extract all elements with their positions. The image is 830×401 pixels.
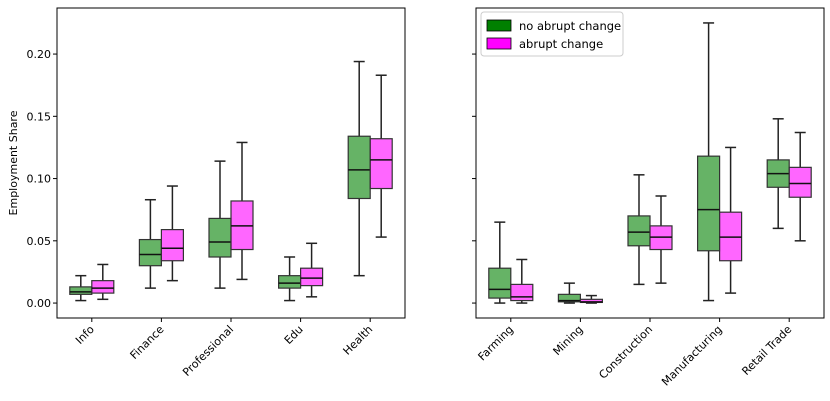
box-body — [488, 267, 512, 299]
box-body — [208, 217, 232, 258]
box-body — [627, 215, 651, 247]
legend-label-abrupt-change: abrupt change — [519, 37, 603, 51]
box-body — [91, 280, 115, 294]
x-tick-label-edu: Edu — [282, 323, 306, 347]
box-body — [278, 275, 302, 289]
box-no-abrupt-construction — [627, 174, 651, 286]
x-tick-label-health: Health — [341, 323, 376, 358]
y-tick-label: 0.20 — [27, 48, 52, 61]
box-abrupt-retail-trade — [788, 131, 812, 242]
box-body — [788, 166, 812, 198]
x-tick-label-farming: Farming — [476, 323, 516, 363]
legend: no abrupt change abrupt change — [480, 11, 624, 57]
y-tick-label: 0.05 — [27, 235, 52, 248]
box-no-abrupt-mining — [557, 282, 582, 304]
box-abrupt-finance — [160, 185, 184, 282]
box-no-abrupt-manufacturing — [696, 22, 721, 302]
x-tick-label-construction: Construction — [596, 323, 655, 382]
y-tick-label: 0.15 — [27, 110, 52, 123]
box-body — [510, 283, 534, 302]
x-tick-label-finance: Finance — [128, 323, 167, 362]
box-abrupt-mining — [579, 294, 604, 304]
box-body — [138, 238, 162, 267]
box-no-abrupt-farming — [488, 221, 512, 304]
x-tick-label-manufacturing: Manufacturing — [659, 323, 725, 389]
box-body — [300, 267, 324, 287]
box-body — [696, 155, 721, 252]
box-no-abrupt-edu — [278, 256, 302, 302]
legend-frame — [480, 11, 624, 57]
box-abrupt-info — [91, 263, 115, 301]
box-body — [557, 293, 582, 303]
box-abrupt-health — [369, 74, 393, 238]
legend-label-no-abrupt-change: no abrupt change — [519, 19, 621, 33]
y-tick-label: 0.00 — [27, 297, 52, 310]
box-no-abrupt-professional — [208, 160, 232, 289]
box-body — [69, 286, 93, 295]
x-tick-label-mining: Mining — [550, 323, 585, 358]
y-axis-label: Employment Share — [7, 110, 20, 215]
left-panel: 0.00 0.05 0.10 0.15 0.20 Info Finance Professio… — [27, 7, 406, 379]
box-body — [347, 135, 371, 200]
box-no-abrupt-retail-trade — [766, 118, 790, 230]
legend-swatch — [486, 19, 512, 32]
box-no-abrupt-health — [347, 60, 371, 277]
x-tick-label-professional: Professional — [180, 323, 236, 379]
right-panel: Farming Mining Construction Manufacturing Re… — [472, 7, 825, 389]
box-abrupt-edu — [300, 242, 324, 298]
box-no-abrupt-finance — [138, 198, 162, 289]
box-abrupt-professional — [230, 141, 254, 281]
x-tick-label-info: Info — [73, 323, 97, 347]
y-tick-label: 0.10 — [27, 173, 52, 186]
box-abrupt-farming — [510, 258, 534, 304]
box-abrupt-manufacturing — [718, 146, 743, 294]
box-body — [369, 138, 393, 190]
box-no-abrupt-info — [69, 274, 93, 302]
box-abrupt-construction — [649, 195, 673, 284]
legend-swatch — [486, 37, 512, 50]
box-body — [160, 229, 184, 262]
x-tick-label-retail-trade: Retail Trade — [739, 323, 794, 378]
